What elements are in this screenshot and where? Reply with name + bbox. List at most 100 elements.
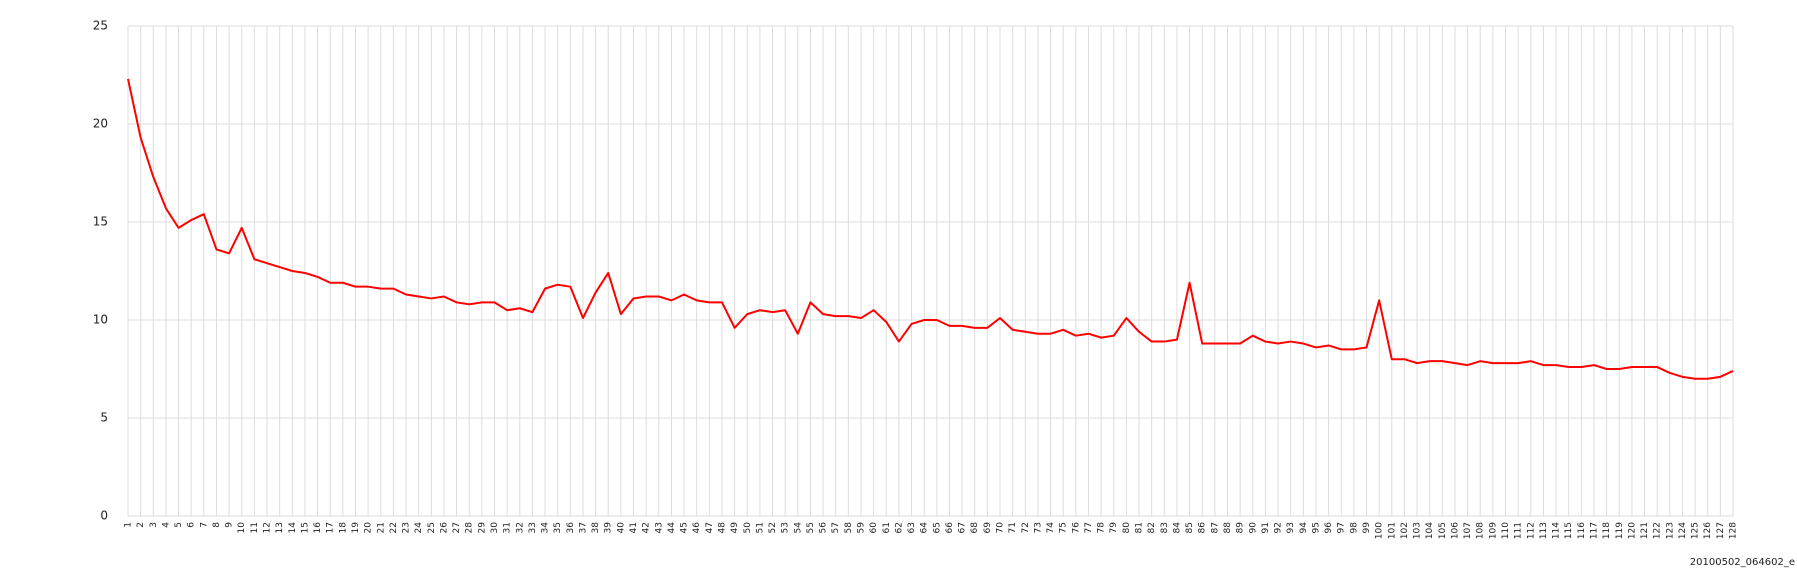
x-tick-label: 45 [680, 522, 690, 533]
x-tick-label: 80 [1122, 522, 1132, 534]
x-tick-label: 56 [819, 522, 829, 534]
x-tick-label: 88 [1223, 522, 1233, 534]
x-tick-label: 114 [1552, 522, 1562, 539]
x-tick-label: 31 [503, 522, 513, 533]
y-tick-label: 5 [100, 411, 108, 425]
x-tick-label: 7 [199, 522, 209, 528]
x-tick-label: 60 [869, 522, 879, 534]
x-tick-label: 8 [212, 522, 222, 528]
x-tick-label: 41 [629, 522, 639, 533]
x-tick-label: 84 [1172, 522, 1182, 534]
x-tick-label: 11 [250, 522, 260, 533]
x-tick-label: 9 [225, 522, 235, 528]
x-tick-label: 116 [1577, 522, 1587, 539]
x-tick-label: 36 [566, 522, 576, 534]
x-tick-label: 70 [996, 522, 1006, 534]
x-tick-label: 54 [793, 522, 803, 534]
x-tick-label: 101 [1387, 522, 1397, 539]
y-tick-label: 0 [100, 509, 108, 523]
x-tick-label: 43 [654, 522, 664, 533]
x-tick-label: 105 [1438, 522, 1448, 539]
x-tick-label: 37 [578, 522, 588, 533]
x-tick-label: 128 [1729, 522, 1739, 539]
x-tick-label: 108 [1476, 522, 1486, 539]
x-tick-label: 78 [1097, 522, 1107, 534]
x-tick-label: 110 [1501, 522, 1511, 539]
x-tick-label: 124 [1678, 522, 1688, 539]
x-tick-label: 86 [1198, 522, 1208, 534]
x-tick-label: 95 [1311, 522, 1321, 533]
x-tick-label: 103 [1413, 522, 1423, 539]
x-tick-label: 99 [1362, 522, 1372, 534]
x-tick-label: 120 [1627, 522, 1637, 539]
x-tick-label: 69 [983, 522, 993, 534]
x-tick-label: 22 [389, 522, 399, 533]
x-tick-label: 87 [1210, 522, 1220, 533]
line [127, 78, 1734, 380]
x-tick-label: 100 [1375, 522, 1385, 539]
x-tick-label: 48 [717, 522, 727, 534]
x-tick-label: 47 [705, 522, 715, 533]
x-tick-label: 35 [553, 522, 563, 533]
x-tick-label: 91 [1261, 522, 1271, 533]
y-tick-label: 20 [93, 117, 108, 131]
x-tick-label: 89 [1236, 522, 1246, 534]
x-tick-label: 61 [882, 522, 892, 533]
x-tick-label: 71 [1008, 522, 1018, 533]
x-tick-label: 63 [907, 522, 917, 533]
x-tick-label: 97 [1337, 522, 1347, 533]
x-tick-label: 51 [755, 522, 765, 533]
x-tick-label: 52 [768, 522, 778, 533]
x-tick-label: 115 [1564, 522, 1574, 539]
x-tick-label: 98 [1349, 522, 1359, 534]
x-tick-label: 19 [351, 522, 361, 534]
x-tick-label: 28 [465, 522, 475, 534]
x-tick-label: 40 [616, 522, 626, 534]
x-tick-label: 93 [1286, 522, 1296, 533]
x-tick-label: 82 [1147, 522, 1157, 533]
x-tick-label: 73 [1033, 522, 1043, 533]
x-tick-label: 50 [743, 522, 753, 534]
x-tick-label: 39 [604, 522, 614, 534]
x-tick-label: 104 [1425, 522, 1435, 539]
x-tick-label: 55 [806, 522, 816, 533]
x-tick-label: 34 [541, 522, 551, 534]
x-tick-label: 53 [781, 522, 791, 533]
x-tick-label: 27 [452, 522, 462, 533]
x-tick-label: 17 [326, 522, 336, 533]
x-tick-label: 112 [1526, 522, 1536, 539]
x-tick-label: 94 [1299, 522, 1309, 534]
x-tick-label: 92 [1274, 522, 1284, 533]
x-tick-label: 30 [490, 522, 500, 534]
x-tick-label: 113 [1539, 522, 1549, 539]
x-tick-label: 79 [1109, 522, 1119, 534]
x-tick-label: 121 [1640, 522, 1650, 539]
x-tick-label: 67 [958, 522, 968, 533]
x-tick-label: 109 [1488, 522, 1498, 539]
x-tick-label: 66 [945, 522, 955, 534]
x-tick-label: 65 [932, 522, 942, 533]
x-tick-label: 15 [300, 522, 310, 533]
x-tick-label: 77 [1084, 522, 1094, 533]
x-tick-label: 118 [1602, 522, 1612, 539]
x-tick-label: 72 [1021, 522, 1031, 533]
x-tick-label: 106 [1450, 522, 1460, 539]
x-tick-label: 23 [402, 522, 412, 533]
x-tick-label: 90 [1248, 522, 1258, 534]
x-tick-label: 44 [667, 522, 677, 534]
x-tick-label: 59 [856, 522, 866, 534]
x-tick-label: 18 [338, 522, 348, 534]
x-tick-label: 68 [970, 522, 980, 534]
x-tick-label: 25 [427, 522, 437, 533]
x-tick-label: 16 [313, 522, 323, 534]
x-tick-label: 102 [1400, 522, 1410, 539]
x-tick-label: 21 [376, 522, 386, 533]
y-tick-label: 10 [93, 313, 108, 327]
y-tick-label: 25 [93, 19, 108, 33]
x-tick-label: 64 [920, 522, 930, 534]
x-tick-label: 83 [1160, 522, 1170, 533]
x-tick-label: 42 [642, 522, 652, 533]
x-tick-label: 14 [288, 522, 298, 534]
x-tick-label: 26 [439, 522, 449, 534]
